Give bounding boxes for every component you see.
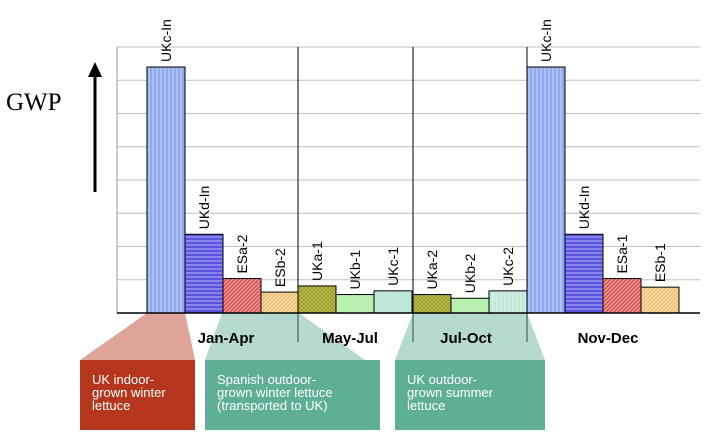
bar-label: UKa-2 [424, 250, 440, 290]
bar [297, 285, 337, 314]
callout-text: (transported to UK) [217, 398, 328, 413]
callout-connector [395, 313, 545, 360]
callout-text: lettuce [92, 398, 131, 413]
callout-box: UK outdoor-grown summer lettuce [395, 360, 545, 430]
arrow-head [88, 62, 102, 77]
bar-label: UKb-2 [462, 253, 478, 293]
y-axis-label: GWP [6, 89, 62, 116]
bar-label: UKd-In [576, 186, 592, 230]
bar-label: ESb-1 [652, 243, 668, 282]
bar [602, 278, 642, 314]
callout-text: grown winter lettuce [217, 385, 333, 400]
callout-connector [80, 313, 195, 360]
callout-text: grown summer [407, 385, 493, 400]
period-label: May-Jul [322, 330, 378, 347]
bar [488, 290, 528, 314]
callout-text: Spanish outdoor- [217, 372, 317, 387]
bar-label: UKd-In [196, 186, 212, 230]
bar-label: ESa-1 [614, 234, 630, 273]
bar-label: UKa-1 [309, 241, 325, 281]
callout-text: grown winter [92, 385, 166, 400]
bar-label: UKc-2 [500, 247, 516, 286]
bar [640, 286, 680, 314]
period-label: Nov-Dec [578, 330, 639, 347]
bar-label: UKc-1 [385, 247, 401, 286]
callout-box: UK indoor-grown winter lettuce [80, 360, 195, 430]
bar [260, 291, 300, 314]
callout-text: UK outdoor- [407, 372, 478, 387]
callout-box: Spanish outdoor-grown winter lettuce (tra… [205, 360, 380, 430]
bar [373, 290, 413, 314]
bar-label: UKc-In [158, 19, 174, 62]
bar-label: ESb-2 [272, 248, 288, 287]
callout-connector [205, 313, 365, 360]
bar-label: UKb-1 [347, 250, 363, 290]
bar [146, 66, 186, 314]
bar [184, 233, 224, 314]
period-label: Jul-Oct [440, 330, 492, 347]
callout-text: UK indoor- [92, 372, 155, 387]
callout-text: lettuce [407, 398, 446, 413]
bar-label: UKc-In [538, 19, 554, 62]
bar [222, 278, 262, 314]
bar [412, 294, 452, 314]
bar [450, 297, 490, 314]
bar [526, 66, 566, 314]
bar [335, 294, 375, 314]
bar [564, 233, 604, 314]
bar-label: ESa-2 [234, 234, 250, 273]
period-label: Jan-Apr [198, 330, 255, 347]
